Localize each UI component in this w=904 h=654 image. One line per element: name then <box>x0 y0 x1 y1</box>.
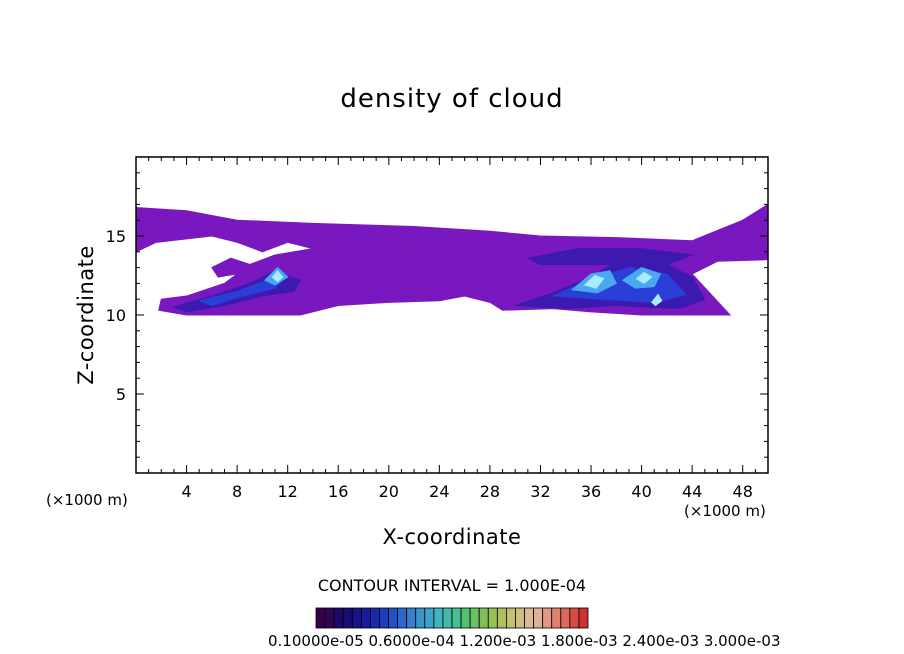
colorbar-swatch <box>469 607 480 629</box>
colorbar-labels: 0.10000e-05 0.6000e-04 1.200e-03 1.800e-… <box>268 632 781 650</box>
colorbar-swatch <box>351 607 362 629</box>
density-region-1 <box>211 257 251 278</box>
colorbar-swatch <box>478 607 489 629</box>
x-tick-label: 20 <box>379 482 399 501</box>
colorbar-swatch <box>460 607 471 629</box>
colorbar-swatch <box>324 607 335 629</box>
x-tick-label: 8 <box>232 482 242 501</box>
colorbar-swatch <box>360 607 371 629</box>
density-region-4 <box>526 248 693 265</box>
y-axis-label: Z-coordinate <box>74 245 98 385</box>
x-tick-label: 36 <box>581 482 601 501</box>
colorbar-swatch <box>487 607 498 629</box>
colorbar-swatch <box>524 607 534 629</box>
colorbar-swatch <box>415 607 426 629</box>
x-tick-label: 28 <box>480 482 500 501</box>
colorbar-swatch <box>578 607 589 629</box>
colorbar-swatch <box>333 607 344 629</box>
x-axis-label: X-coordinate <box>382 525 522 549</box>
colorbar-swatch <box>369 607 380 629</box>
colorbar-swatch <box>379 607 389 629</box>
colorbar-swatch <box>424 607 435 629</box>
x-unit-right: (×1000 m) <box>684 502 766 520</box>
colorbar-swatch <box>533 607 544 629</box>
x-tick-label: 4 <box>181 482 191 501</box>
colorbar-swatch <box>542 607 553 629</box>
colorbar-swatch <box>515 607 525 629</box>
colorbar-swatch <box>496 607 507 629</box>
colorbar <box>315 607 589 629</box>
colorbar-swatch <box>388 607 398 629</box>
colorbar-swatch <box>451 607 462 629</box>
x-tick-label: 40 <box>631 482 651 501</box>
x-unit-left: (×1000 m) <box>46 491 128 509</box>
density-region-5 <box>197 276 287 307</box>
density-region-13 <box>651 293 663 307</box>
x-tick-label: 24 <box>429 482 449 501</box>
y-tick-label: 10 <box>106 306 126 325</box>
x-tick-label: 16 <box>328 482 348 501</box>
contour-interval: CONTOUR INTERVAL = 1.000E-04 <box>317 576 587 595</box>
density-region-11 <box>583 274 605 289</box>
colorbar-swatch <box>397 607 408 629</box>
y-tick-label: 5 <box>116 385 126 404</box>
colorbar-swatch <box>569 607 580 629</box>
y-tick-label: 15 <box>106 227 126 246</box>
colorbar-swatch <box>433 607 444 629</box>
colorbar-swatch <box>505 607 516 629</box>
colorbar-swatch <box>551 607 562 629</box>
x-tick-label: 44 <box>682 482 702 501</box>
colorbar-swatch <box>442 607 453 629</box>
colorbar-swatch <box>315 607 326 629</box>
x-tick-label: 32 <box>530 482 550 501</box>
density-regions <box>135 203 769 316</box>
colorbar-swatch <box>560 607 571 629</box>
colorbar-swatch <box>342 607 353 629</box>
x-tick-label: 48 <box>733 482 753 501</box>
chart-title: density of cloud <box>340 84 564 114</box>
colorbar-swatch <box>406 607 417 629</box>
x-tick-label: 12 <box>278 482 298 501</box>
density-region-10 <box>271 269 284 283</box>
density-region-12 <box>635 271 653 285</box>
